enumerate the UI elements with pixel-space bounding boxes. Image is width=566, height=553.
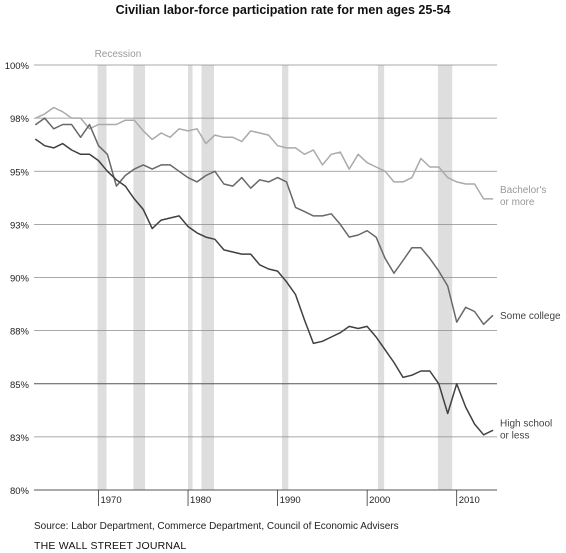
x-tick-label: 2000 bbox=[369, 495, 390, 506]
y-tick-label: 90% bbox=[10, 274, 30, 285]
series-label-line: Bachelor's bbox=[500, 185, 546, 196]
labels: Recession Bachelor's or more Some college Hi… bbox=[95, 49, 561, 442]
series-label-line: or more bbox=[500, 197, 535, 208]
series-label-2: High school or less bbox=[500, 419, 552, 442]
x-tick-label: 2010 bbox=[459, 495, 480, 506]
series-label-0: Bachelor's or more bbox=[500, 185, 546, 208]
series-label-1: Some college bbox=[500, 311, 561, 322]
y-tick-label: 93% bbox=[10, 220, 30, 231]
series-lines bbox=[35, 106, 494, 436]
source-note: Source: Labor Department, Commerce Depar… bbox=[34, 521, 399, 532]
y-tick-label: 95% bbox=[10, 167, 30, 178]
chart-title: Civilian labor-force participation rate … bbox=[115, 3, 451, 17]
y-tick-label: 80% bbox=[10, 486, 30, 497]
y-tick-label: 88% bbox=[10, 327, 30, 338]
publisher-name: THE WALL STREET JOURNAL bbox=[34, 540, 187, 552]
x-tick-label: 1980 bbox=[190, 495, 211, 506]
x-tick-label: 1990 bbox=[280, 495, 301, 506]
series-line-1 bbox=[35, 117, 494, 326]
y-tick-label: 98% bbox=[10, 114, 30, 125]
y-tick-label: 85% bbox=[10, 380, 30, 391]
series-label-line: High school bbox=[500, 419, 552, 430]
gridlines bbox=[34, 64, 497, 491]
y-tick-label: 83% bbox=[10, 433, 30, 444]
y-tick-label: 100% bbox=[5, 61, 30, 72]
series-label-line: or less bbox=[500, 431, 529, 442]
axes: 100% 98% 95% 93% 90% 88% 85% 83% 80% 1970 1980 1990… bbox=[5, 61, 480, 506]
series-line-0 bbox=[35, 106, 494, 200]
x-tick-label: 1970 bbox=[100, 495, 121, 506]
series-label-line: Some college bbox=[500, 311, 561, 322]
recession-label: Recession bbox=[95, 49, 142, 60]
series-line-2 bbox=[35, 138, 494, 436]
